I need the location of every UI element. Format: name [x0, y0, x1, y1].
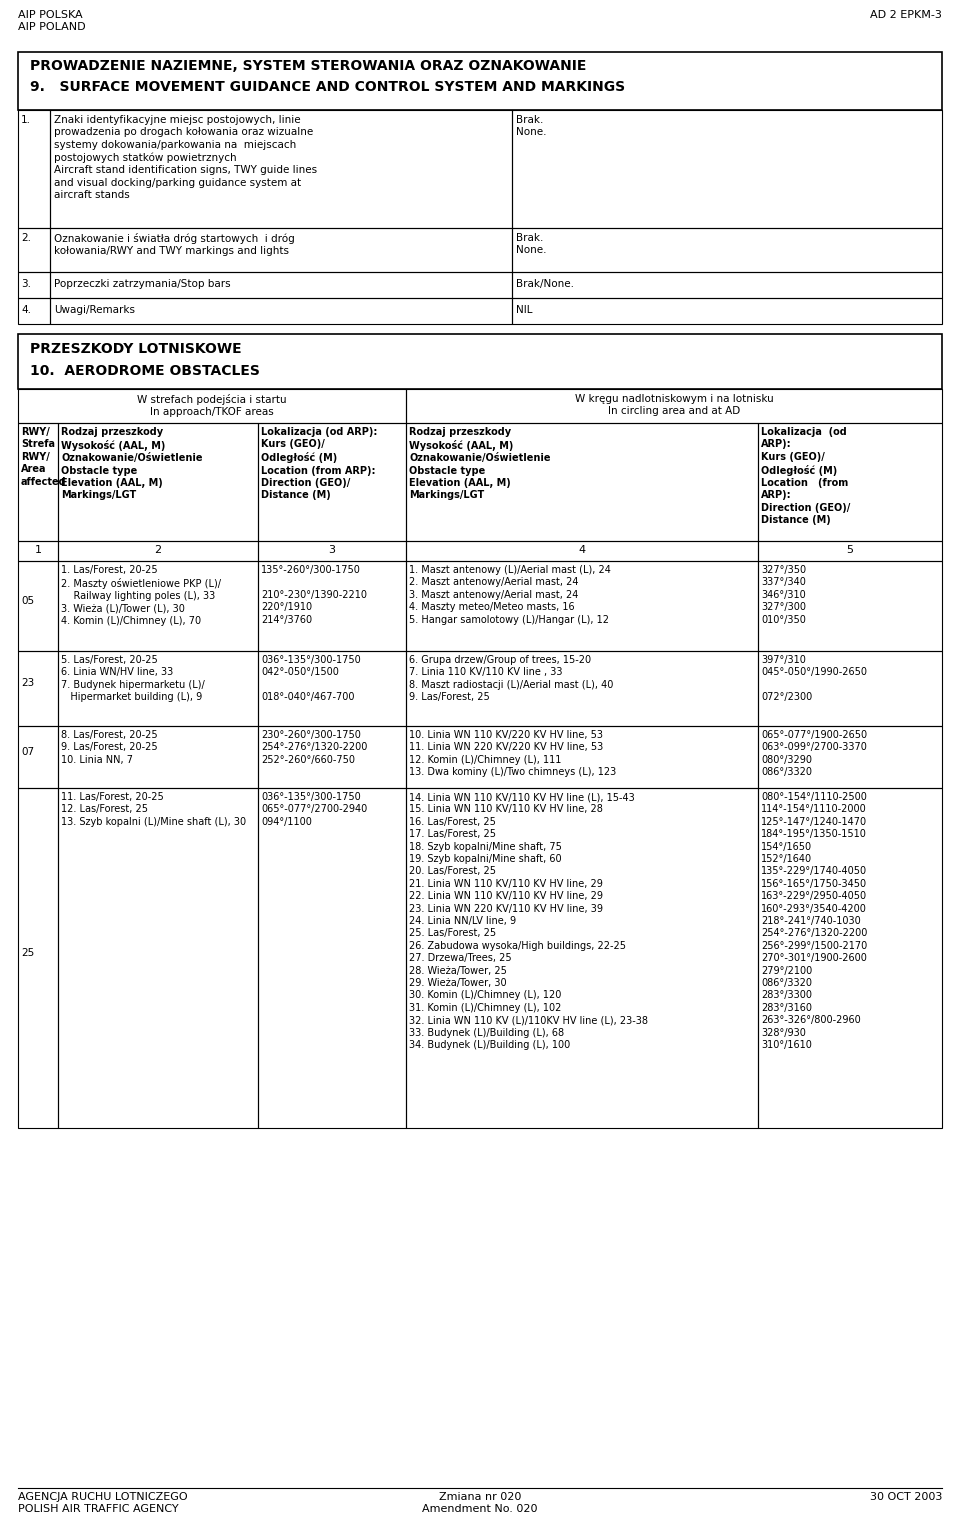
Bar: [512, 109, 942, 228]
Bar: [406, 651, 758, 725]
Bar: [58, 651, 258, 725]
Bar: [406, 561, 758, 651]
Text: 6. Grupa drzew/Group of trees, 15-20
7. Linia 110 KV/110 KV line , 33
8. Maszt r: 6. Grupa drzew/Group of trees, 15-20 7. …: [409, 654, 613, 702]
Text: 036°-135°/300-1750
042°-050°/1500

018°-040°/467-700: 036°-135°/300-1750 042°-050°/1500 018°-0…: [261, 654, 361, 702]
Text: AGENCJA RUCHU LOTNICZEGO
POLISH AIR TRAFFIC AGENCY: AGENCJA RUCHU LOTNICZEGO POLISH AIR TRAF…: [18, 1492, 187, 1514]
Bar: [258, 725, 406, 788]
Bar: [58, 725, 258, 788]
Text: 25: 25: [21, 949, 35, 958]
Text: Lokalizacja (od ARP):
Kurs (GEO)/
Odległość (M)
Location (from ARP):
Direction (: Lokalizacja (od ARP): Kurs (GEO)/ Odległ…: [261, 427, 377, 500]
Text: 3: 3: [328, 545, 335, 554]
Text: Poprzeczki zatrzymania/Stop bars: Poprzeczki zatrzymania/Stop bars: [54, 279, 230, 290]
Bar: [406, 424, 758, 541]
Bar: [18, 541, 58, 561]
Bar: [258, 424, 406, 541]
Bar: [50, 299, 512, 323]
Bar: [50, 273, 512, 299]
Bar: [258, 651, 406, 725]
Bar: [512, 299, 942, 323]
Text: Uwagi/Remarks: Uwagi/Remarks: [54, 305, 135, 316]
Bar: [406, 390, 942, 424]
Bar: [18, 561, 58, 651]
Bar: [758, 651, 942, 725]
Bar: [18, 424, 58, 541]
Text: 1. Las/Forest, 20-25
2. Maszty oświetleniowe PKP (L)/
    Railway lighting poles: 1. Las/Forest, 20-25 2. Maszty oświetlen…: [61, 565, 221, 625]
Bar: [50, 228, 512, 273]
Text: 14. Linia WN 110 KV/110 KV HV line (L), 15-43
15. Linia WN 110 KV/110 KV HV line: 14. Linia WN 110 KV/110 KV HV line (L), …: [409, 792, 648, 1050]
Text: 080°-154°/1110-2500
114°-154°/1110-2000
125°-147°/1240-1470
184°-195°/1350-1510
: 080°-154°/1110-2500 114°-154°/1110-2000 …: [761, 792, 868, 1050]
Text: 135°-260°/300-1750

210°-230°/1390-2210
220°/1910
214°/3760: 135°-260°/300-1750 210°-230°/1390-2210 2…: [261, 565, 367, 625]
Text: 1: 1: [35, 545, 41, 554]
Text: Znaki identyfikacyjne miejsc postojowych, linie
prowadzenia po drogach kołowania: Znaki identyfikacyjne miejsc postojowych…: [54, 116, 317, 200]
Text: Brak/None.: Brak/None.: [516, 279, 574, 290]
Text: Brak.
None.: Brak. None.: [516, 233, 546, 256]
Text: 9.   SURFACE MOVEMENT GUIDANCE AND CONTROL SYSTEM AND MARKINGS: 9. SURFACE MOVEMENT GUIDANCE AND CONTROL…: [30, 80, 625, 94]
Text: Rodzaj przeszkody
Wysokość (AAL, M)
Oznakowanie/Oświetlenie
Obstacle type
Elevat: Rodzaj przeszkody Wysokość (AAL, M) Ozna…: [409, 427, 550, 500]
Bar: [18, 52, 942, 109]
Text: AIP POLSKA
AIP POLAND: AIP POLSKA AIP POLAND: [18, 9, 85, 32]
Bar: [58, 561, 258, 651]
Text: RWY/
Strefa
RWY/
Area
affected: RWY/ Strefa RWY/ Area affected: [21, 427, 66, 487]
Text: 1.: 1.: [21, 116, 31, 125]
Text: Lokalizacja  (od
ARP):
Kurs (GEO)/
Odległość (M)
Location   (from
ARP):
Directio: Lokalizacja (od ARP): Kurs (GEO)/ Odległ…: [761, 427, 851, 525]
Bar: [58, 788, 258, 1127]
Text: W strefach podejścia i startu
In approach/TKOF areas: W strefach podejścia i startu In approac…: [137, 394, 287, 417]
Text: 10. Linia WN 110 KV/220 KV HV line, 53
11. Linia WN 220 KV/220 KV HV line, 53
12: 10. Linia WN 110 KV/220 KV HV line, 53 1…: [409, 730, 616, 778]
Text: 397°/310
045°-050°/1990-2650

072°/2300: 397°/310 045°-050°/1990-2650 072°/2300: [761, 654, 867, 702]
Bar: [258, 561, 406, 651]
Bar: [18, 273, 50, 299]
Text: 11. Las/Forest, 20-25
12. Las/Forest, 25
13. Szyb kopalni (L)/Mine shaft (L), 30: 11. Las/Forest, 20-25 12. Las/Forest, 25…: [61, 792, 246, 827]
Text: 5. Las/Forest, 20-25
6. Linia WN/HV line, 33
7. Budynek hipermarketu (L)/
   Hip: 5. Las/Forest, 20-25 6. Linia WN/HV line…: [61, 654, 204, 702]
Text: AD 2 EPKM-3: AD 2 EPKM-3: [870, 9, 942, 20]
Text: 1. Maszt antenowy (L)/Aerial mast (L), 24
2. Maszt antenowy/Aerial mast, 24
3. M: 1. Maszt antenowy (L)/Aerial mast (L), 2…: [409, 565, 611, 625]
Text: 4.: 4.: [21, 305, 31, 316]
Text: Zmiana nr 020
Amendment No. 020: Zmiana nr 020 Amendment No. 020: [422, 1492, 538, 1514]
Bar: [758, 725, 942, 788]
Text: 230°-260°/300-1750
254°-276°/1320-2200
252°-260°/660-750: 230°-260°/300-1750 254°-276°/1320-2200 2…: [261, 730, 368, 765]
Text: 07: 07: [21, 747, 35, 758]
Bar: [58, 541, 258, 561]
Text: W kręgu nadlotniskowym i na lotnisku
In circling area and at AD: W kręgu nadlotniskowym i na lotnisku In …: [575, 394, 774, 416]
Text: NIL: NIL: [516, 305, 533, 316]
Bar: [258, 788, 406, 1127]
Text: 2: 2: [155, 545, 161, 554]
Text: 327°/350
337°/340
346°/310
327°/300
010°/350: 327°/350 337°/340 346°/310 327°/300 010°…: [761, 565, 806, 625]
Bar: [18, 109, 50, 228]
Bar: [512, 273, 942, 299]
Text: Brak.
None.: Brak. None.: [516, 116, 546, 137]
Bar: [758, 561, 942, 651]
Text: 23: 23: [21, 679, 35, 688]
Text: 4: 4: [579, 545, 586, 554]
Text: 10.  AERODROME OBSTACLES: 10. AERODROME OBSTACLES: [30, 363, 260, 377]
Bar: [50, 109, 512, 228]
Text: 05: 05: [21, 596, 35, 607]
Bar: [58, 424, 258, 541]
Text: Rodzaj przeszkody
Wysokość (AAL, M)
Oznakowanie/Oświetlenie
Obstacle type
Elevat: Rodzaj przeszkody Wysokość (AAL, M) Ozna…: [61, 427, 203, 500]
Text: 3.: 3.: [21, 279, 31, 290]
Bar: [406, 788, 758, 1127]
Bar: [18, 725, 58, 788]
Text: 036°-135°/300-1750
065°-077°/2700-2940
094°/1100: 036°-135°/300-1750 065°-077°/2700-2940 0…: [261, 792, 368, 827]
Bar: [18, 334, 942, 390]
Text: PRZESZKODY LOTNISKOWE: PRZESZKODY LOTNISKOWE: [30, 342, 242, 356]
Bar: [758, 541, 942, 561]
Bar: [758, 788, 942, 1127]
Bar: [258, 541, 406, 561]
Bar: [18, 390, 406, 424]
Text: 065°-077°/1900-2650
063°-099°/2700-3370
080°/3290
086°/3320: 065°-077°/1900-2650 063°-099°/2700-3370 …: [761, 730, 867, 778]
Bar: [18, 299, 50, 323]
Bar: [406, 541, 758, 561]
Text: 30 OCT 2003: 30 OCT 2003: [870, 1492, 942, 1502]
Bar: [758, 424, 942, 541]
Text: 2.: 2.: [21, 233, 31, 243]
Text: 8. Las/Forest, 20-25
9. Las/Forest, 20-25
10. Linia NN, 7: 8. Las/Forest, 20-25 9. Las/Forest, 20-2…: [61, 730, 157, 765]
Bar: [18, 228, 50, 273]
Bar: [18, 651, 58, 725]
Text: Oznakowanie i światła dróg startowych  i dróg
kołowania/RWY and TWY markings and: Oznakowanie i światła dróg startowych i …: [54, 233, 295, 256]
Text: 5: 5: [847, 545, 853, 554]
Bar: [18, 788, 58, 1127]
Bar: [406, 725, 758, 788]
Bar: [512, 228, 942, 273]
Text: PROWADZENIE NAZIEMNE, SYSTEM STEROWANIA ORAZ OZNAKOWANIE: PROWADZENIE NAZIEMNE, SYSTEM STEROWANIA …: [30, 59, 587, 72]
